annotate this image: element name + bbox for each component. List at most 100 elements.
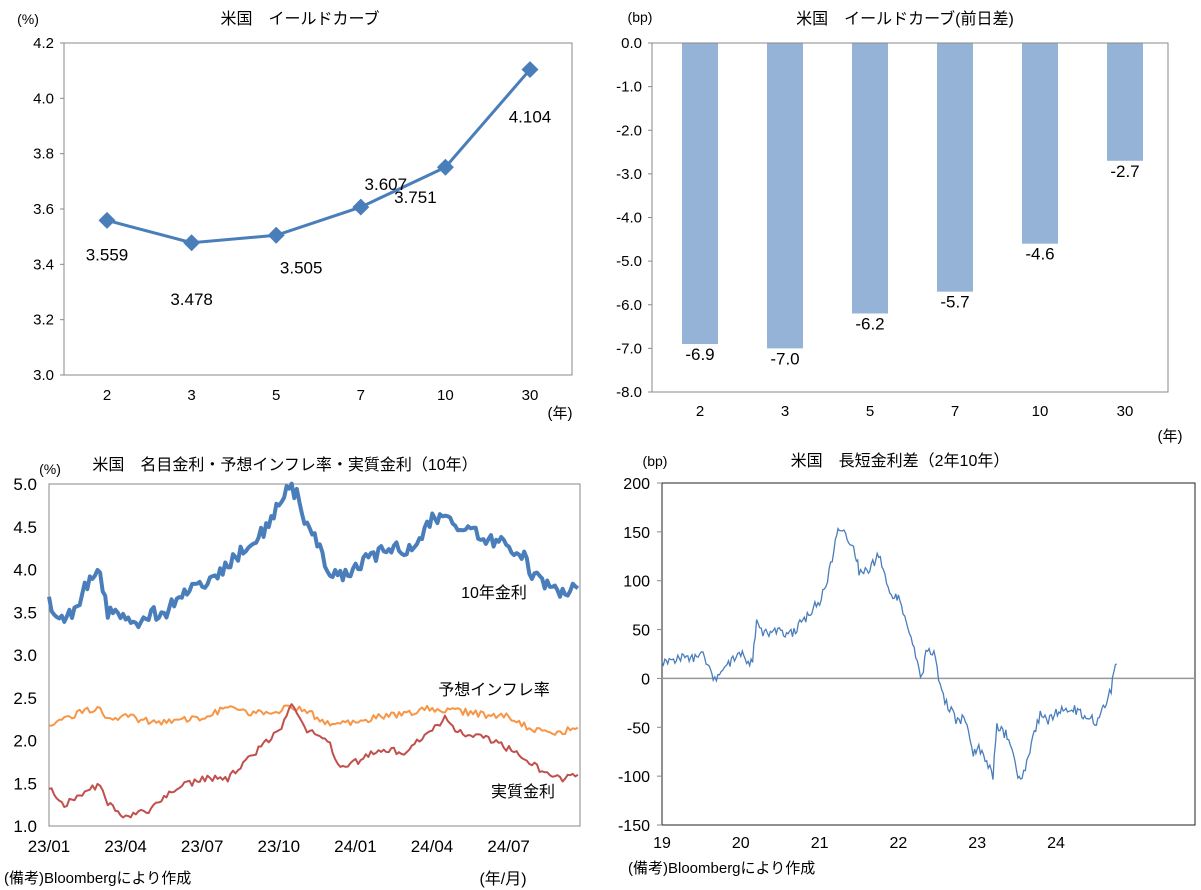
- y-tick-label: 50: [632, 623, 650, 640]
- data-label: 3.478: [170, 290, 213, 309]
- data-point-marker: [98, 211, 116, 229]
- x-tick-label: 24/01: [334, 837, 377, 856]
- plot-area: [661, 482, 1196, 826]
- data-point-marker: [436, 158, 454, 176]
- y-tick-label: -8.0: [616, 384, 642, 401]
- y-tick-label: 2.0: [13, 732, 37, 751]
- data-label: -4.6: [1025, 245, 1054, 264]
- x-tick-label: 24/07: [487, 837, 530, 856]
- y-tick-label: 100: [623, 574, 650, 591]
- x-tick-label: 5: [272, 387, 280, 404]
- x-tick-label: 7: [951, 403, 959, 420]
- series-label: 実質金利: [491, 783, 555, 801]
- x-tick-label: 5: [866, 403, 874, 420]
- x-axis-unit: (年): [1158, 428, 1183, 445]
- series-label: 10年金利: [461, 584, 527, 602]
- spread-line: [661, 526, 1118, 780]
- x-tick-label: 2: [696, 403, 704, 420]
- y-axis-unit: (bp): [628, 9, 653, 25]
- y-tick-label: 4.0: [33, 90, 54, 107]
- y-tick-label: 4.0: [13, 561, 37, 580]
- x-tick-label: 24/04: [411, 837, 454, 856]
- series-line-0: [47, 481, 580, 630]
- y-tick-label: 4.5: [13, 518, 37, 537]
- y-tick-label: 2.5: [13, 689, 37, 708]
- y-tick-label: 3.8: [33, 146, 54, 163]
- y-axis-unit: (%): [17, 11, 39, 27]
- bar: [937, 43, 973, 292]
- y-tick-label: 150: [623, 525, 650, 542]
- x-tick-label: 23/07: [181, 837, 224, 856]
- data-point-marker: [183, 234, 201, 252]
- data-label: -5.7: [940, 293, 969, 312]
- y-axis-unit: (%): [39, 461, 61, 477]
- x-tick-label: 23/04: [104, 837, 147, 856]
- y-tick-label: 3.6: [33, 201, 54, 218]
- x-tick-label: 22: [890, 835, 908, 852]
- series-label: 予想インフレ率: [438, 681, 550, 699]
- y-tick-label: -1.0: [616, 79, 642, 96]
- x-tick-label: 19: [653, 835, 671, 852]
- x-tick-label: 21: [811, 835, 829, 852]
- data-label: 3.607: [365, 175, 408, 194]
- chart-title: 米国 長短金利差（2年10年）: [791, 452, 1010, 470]
- data-label: -7.0: [770, 349, 799, 368]
- bar: [1107, 43, 1143, 161]
- series-line-1: [49, 704, 579, 736]
- y-tick-label: -50: [627, 720, 650, 737]
- y-tick-label: -100: [618, 769, 650, 786]
- y-tick-label: -6.0: [616, 297, 642, 314]
- bar: [767, 43, 803, 349]
- x-axis-unit: (年): [548, 405, 573, 422]
- data-point-marker: [267, 226, 285, 244]
- y-tick-label: 4.2: [33, 35, 54, 52]
- x-tick-label: 23: [968, 835, 986, 852]
- x-tick-label: 10: [1032, 403, 1049, 420]
- x-tick-label: 24: [1047, 835, 1065, 852]
- data-label: 3.751: [394, 188, 437, 207]
- data-point-marker: [521, 61, 539, 79]
- data-label: 4.104: [509, 108, 552, 127]
- data-label: 3.505: [280, 258, 323, 277]
- y-axis-unit: (bp): [643, 453, 668, 469]
- y-tick-label: -2.0: [616, 122, 642, 139]
- x-axis-unit: (年/月): [479, 870, 526, 888]
- y-tick-label: -7.0: [616, 340, 642, 357]
- data-point-marker: [352, 198, 370, 216]
- source-note: (備考)Bloombergにより作成: [4, 870, 191, 887]
- data-label: -6.2: [855, 314, 884, 333]
- bar: [682, 43, 718, 345]
- y-tick-label: -5.0: [616, 253, 642, 270]
- chart-title: 米国 名目金利・予想インフレ率・実質金利（10年）: [92, 456, 477, 474]
- x-tick-label: 20: [732, 835, 750, 852]
- y-tick-label: -3.0: [616, 166, 642, 183]
- bar: [852, 43, 888, 314]
- bar: [1022, 43, 1058, 244]
- chart-title: 米国 イールドカーブ: [220, 9, 379, 28]
- y-tick-label: 5.0: [13, 475, 37, 494]
- plot-area: [63, 42, 573, 376]
- y-tick-label: 200: [623, 476, 650, 493]
- chart-title: 米国 イールドカーブ(前日差): [796, 9, 1014, 28]
- x-tick-label: 30: [1117, 403, 1134, 420]
- data-label: -2.7: [1110, 162, 1139, 181]
- x-tick-label: 30: [522, 387, 539, 404]
- x-tick-label: 2: [103, 387, 111, 404]
- y-tick-label: 3.5: [13, 603, 37, 622]
- y-tick-label: 0: [641, 671, 650, 688]
- y-tick-label: 3.0: [13, 646, 37, 665]
- y-tick-label: 0.0: [621, 35, 642, 52]
- y-tick-label: 3.0: [33, 367, 54, 384]
- source-note: (備考)Bloombergにより作成: [628, 860, 815, 877]
- y-tick-label: 3.2: [33, 312, 54, 329]
- y-tick-label: -4.0: [616, 210, 642, 227]
- x-tick-label: 10: [437, 387, 454, 404]
- series-line: [106, 68, 532, 245]
- x-tick-label: 23/01: [28, 837, 71, 856]
- series-line-2: [48, 703, 579, 819]
- x-tick-label: 23/10: [258, 837, 301, 856]
- data-label: -6.9: [685, 345, 714, 364]
- y-tick-label: 1.0: [13, 817, 37, 836]
- y-tick-label: -150: [618, 818, 650, 835]
